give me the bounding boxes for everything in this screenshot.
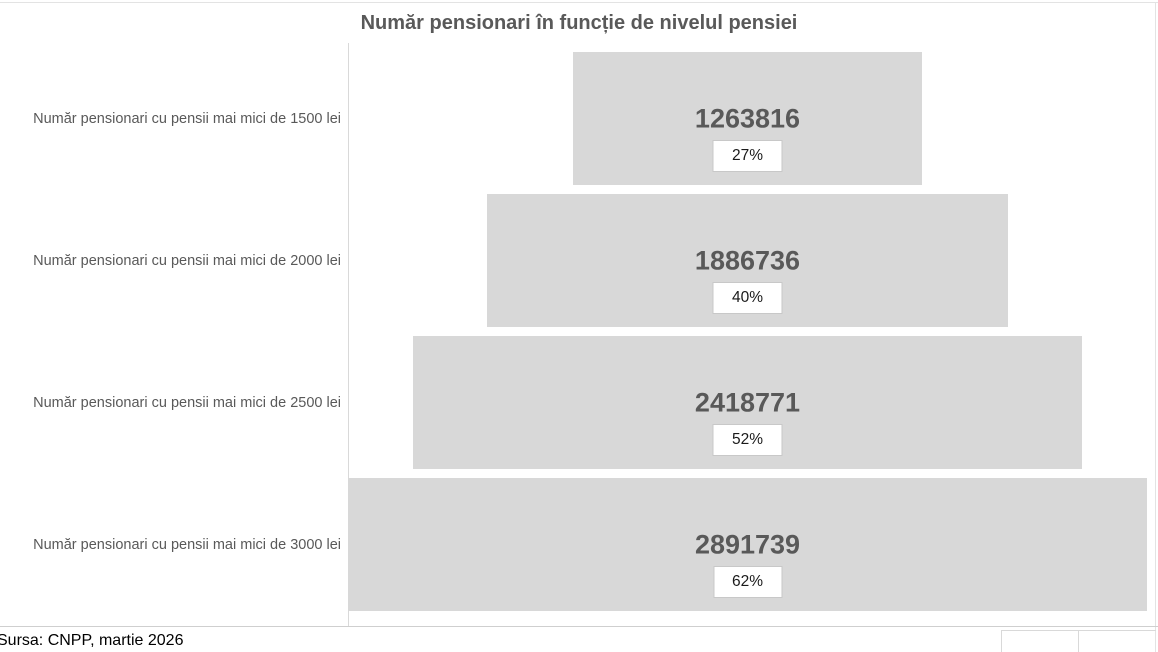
chart-title: Număr pensionari în funcție de nivelul p…: [360, 12, 798, 34]
chart-row: Număr pensionari cu pensii mai mici de 3…: [0, 478, 1158, 611]
bar-value-label: 1263816: [694, 103, 801, 133]
chart-border-bottom: [0, 626, 1158, 627]
chart-border-right: [1155, 2, 1156, 652]
bar: 1263816 27%: [572, 52, 923, 185]
category-label: Număr pensionari cu pensii mai mici de 2…: [33, 394, 341, 411]
bar: 2418771 52%: [413, 336, 1082, 469]
source-note: Sursa: CNPP, martie 2026: [0, 632, 184, 649]
bar: 1886736 40%: [486, 194, 1009, 327]
bar-value-label: 1886736: [694, 245, 801, 275]
bar-percent-badge: 62%: [712, 565, 783, 598]
category-label: Număr pensionari cu pensii mai mici de 3…: [33, 536, 341, 553]
bar-value-label: 2418771: [694, 387, 801, 417]
chart-row: Număr pensionari cu pensii mai mici de 2…: [0, 194, 1158, 327]
bar-percent-badge: 52%: [712, 423, 782, 456]
category-axis-line: [348, 43, 349, 626]
spreadsheet-gridline-vertical: [1078, 630, 1079, 652]
category-label: Număr pensionari cu pensii mai mici de 2…: [33, 252, 341, 269]
chart-border-top: [0, 2, 1158, 3]
bar-percent-badge: 27%: [712, 139, 782, 172]
chart-row: Număr pensionari cu pensii mai mici de 1…: [0, 52, 1158, 185]
spreadsheet-gridline-vertical: [1001, 630, 1002, 652]
category-label: Număr pensionari cu pensii mai mici de 1…: [33, 110, 341, 127]
chart-row: Număr pensionari cu pensii mai mici de 2…: [0, 336, 1158, 469]
bar-value-label: 2891739: [694, 529, 801, 559]
bar-percent-badge: 40%: [712, 281, 782, 314]
bar: 2891739 62%: [348, 478, 1147, 611]
